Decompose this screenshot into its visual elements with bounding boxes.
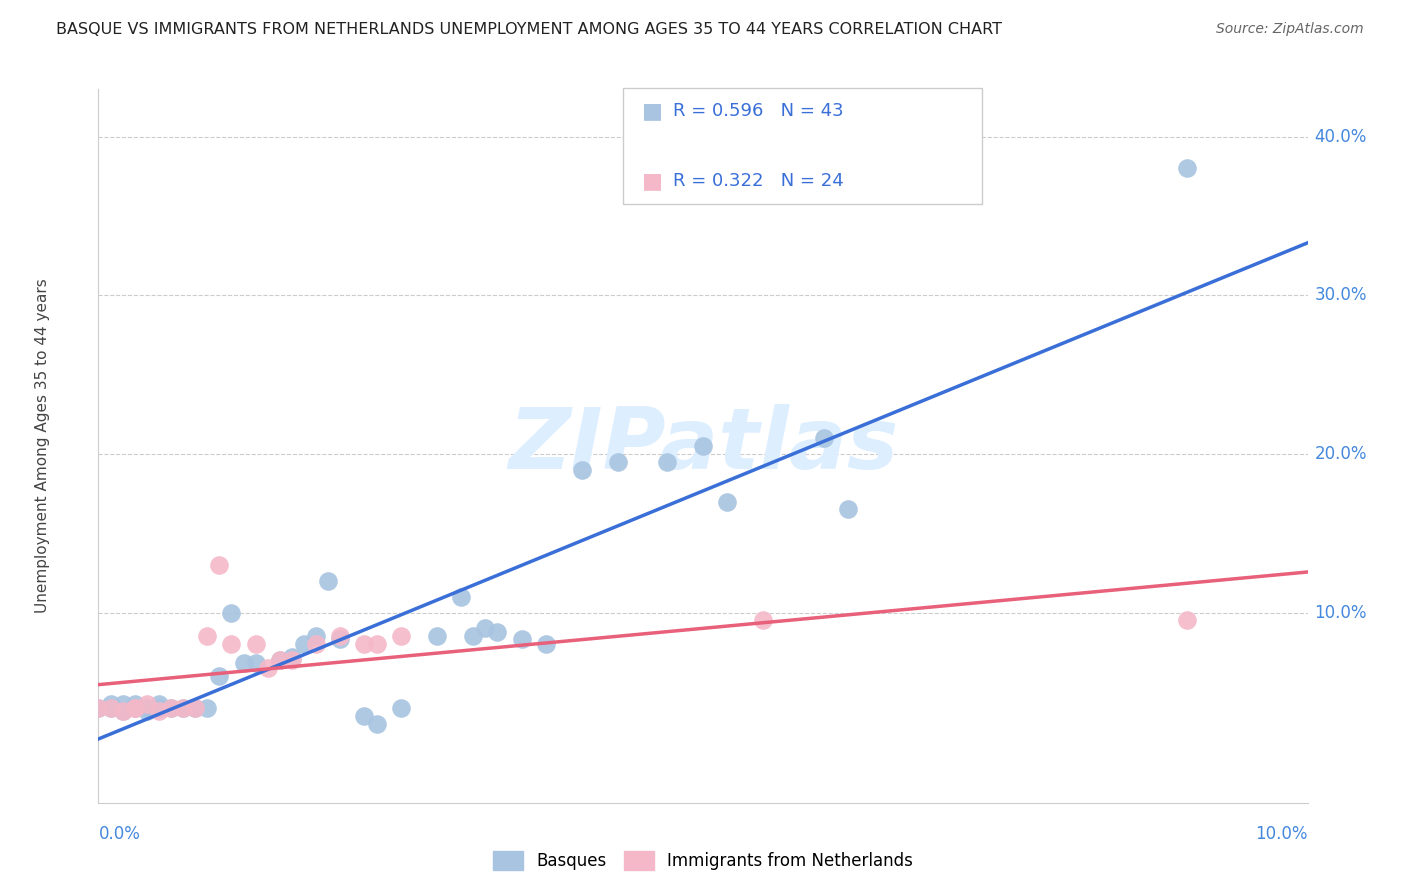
Point bbox=[607, 455, 630, 469]
Point bbox=[305, 637, 328, 651]
Point bbox=[450, 590, 472, 604]
Point bbox=[135, 698, 157, 712]
Point bbox=[269, 653, 291, 667]
Point bbox=[124, 700, 146, 714]
Point bbox=[195, 629, 218, 643]
Legend: Basques, Immigrants from Netherlands: Basques, Immigrants from Netherlands bbox=[486, 844, 920, 877]
Point bbox=[135, 704, 157, 718]
Text: R = 0.596   N = 43: R = 0.596 N = 43 bbox=[672, 103, 844, 120]
Point bbox=[195, 700, 218, 714]
Point bbox=[486, 624, 509, 639]
Point bbox=[366, 716, 388, 731]
Point bbox=[463, 629, 485, 643]
Text: 0.0%: 0.0% bbox=[98, 825, 141, 843]
Point bbox=[305, 629, 328, 643]
Text: BASQUE VS IMMIGRANTS FROM NETHERLANDS UNEMPLOYMENT AMONG AGES 35 TO 44 YEARS COR: BASQUE VS IMMIGRANTS FROM NETHERLANDS UN… bbox=[56, 22, 1002, 37]
Point bbox=[111, 698, 134, 712]
Text: 10.0%: 10.0% bbox=[1315, 604, 1367, 622]
Point bbox=[269, 653, 291, 667]
Point bbox=[692, 439, 714, 453]
Point bbox=[366, 637, 388, 651]
Point bbox=[184, 700, 207, 714]
Point bbox=[1175, 161, 1198, 176]
Point bbox=[534, 637, 557, 651]
Point bbox=[426, 629, 449, 643]
Point bbox=[316, 574, 339, 588]
Text: Source: ZipAtlas.com: Source: ZipAtlas.com bbox=[1216, 22, 1364, 37]
Point bbox=[232, 657, 254, 671]
Point bbox=[655, 455, 678, 469]
Point bbox=[571, 463, 593, 477]
Point bbox=[281, 649, 304, 664]
Point bbox=[329, 632, 352, 647]
Point bbox=[389, 700, 412, 714]
Point bbox=[100, 698, 122, 712]
Point bbox=[389, 629, 412, 643]
Point bbox=[1175, 614, 1198, 628]
Point bbox=[245, 637, 267, 651]
Point bbox=[172, 700, 194, 714]
Point bbox=[100, 700, 122, 714]
Point bbox=[100, 700, 122, 714]
Point bbox=[124, 700, 146, 714]
Point bbox=[172, 700, 194, 714]
Point bbox=[208, 669, 231, 683]
Text: Unemployment Among Ages 35 to 44 years: Unemployment Among Ages 35 to 44 years bbox=[35, 278, 49, 614]
Point bbox=[148, 698, 170, 712]
Point bbox=[87, 700, 110, 714]
Point bbox=[124, 700, 146, 714]
Point bbox=[208, 558, 231, 572]
Point bbox=[160, 700, 183, 714]
Point bbox=[87, 700, 110, 714]
Point bbox=[124, 698, 146, 712]
Point bbox=[245, 657, 267, 671]
Point bbox=[716, 494, 738, 508]
Point bbox=[329, 629, 352, 643]
Point bbox=[221, 637, 243, 651]
Point bbox=[353, 708, 375, 723]
Point bbox=[281, 653, 304, 667]
Point bbox=[111, 704, 134, 718]
Point bbox=[353, 637, 375, 651]
Point bbox=[221, 606, 243, 620]
Text: 40.0%: 40.0% bbox=[1315, 128, 1367, 145]
Text: ■: ■ bbox=[641, 102, 662, 121]
Point bbox=[752, 614, 775, 628]
Point bbox=[111, 704, 134, 718]
Point bbox=[813, 431, 835, 445]
Text: ■: ■ bbox=[641, 171, 662, 191]
Point bbox=[292, 637, 315, 651]
Point bbox=[184, 700, 207, 714]
Point bbox=[160, 700, 183, 714]
Point bbox=[135, 700, 157, 714]
Text: R = 0.322   N = 24: R = 0.322 N = 24 bbox=[672, 172, 844, 190]
Text: 20.0%: 20.0% bbox=[1315, 445, 1367, 463]
Point bbox=[148, 700, 170, 714]
Text: 10.0%: 10.0% bbox=[1256, 825, 1308, 843]
Text: ZIPatlas: ZIPatlas bbox=[508, 404, 898, 488]
Point bbox=[256, 661, 278, 675]
Point bbox=[837, 502, 859, 516]
Point bbox=[510, 632, 533, 647]
Point bbox=[474, 621, 496, 635]
Point bbox=[148, 704, 170, 718]
Text: 30.0%: 30.0% bbox=[1315, 286, 1367, 304]
